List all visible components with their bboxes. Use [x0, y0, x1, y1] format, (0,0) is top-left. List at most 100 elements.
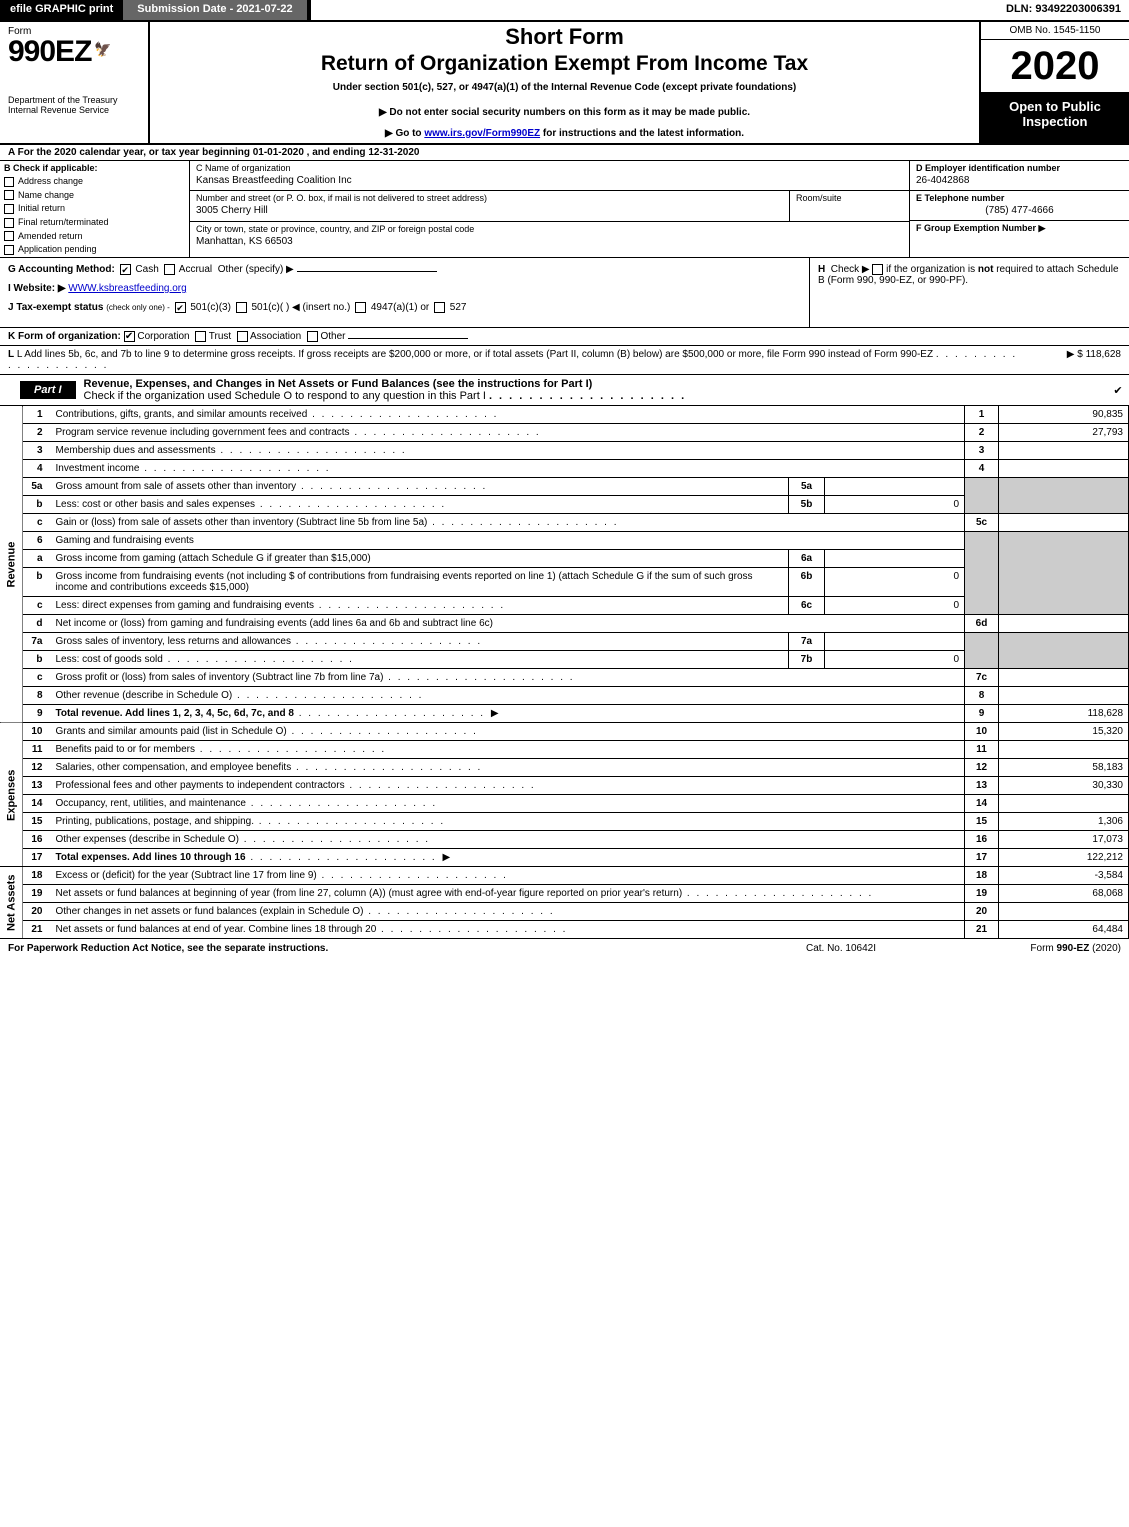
- line-desc: Gross income from gaming (attach Schedul…: [51, 550, 789, 568]
- g-other: Other (specify) ▶: [218, 264, 294, 275]
- checkbox-icon[interactable]: [4, 177, 14, 187]
- efile-label[interactable]: efile GRAPHIC print: [0, 0, 123, 20]
- d-grp-cell: F Group Exemption Number ▶: [910, 221, 1129, 255]
- d-ein-cell: D Employer identification number 26-4042…: [910, 161, 1129, 191]
- chk-corp[interactable]: ✔: [124, 331, 135, 342]
- line-20: 20 Other changes in net assets or fund b…: [0, 903, 1129, 921]
- l-amount: ▶ $ 118,628: [1021, 349, 1121, 371]
- chk-initial-return[interactable]: Initial return: [4, 203, 185, 214]
- chk-label: Address change: [18, 176, 83, 186]
- line-ref: 5c: [965, 514, 999, 532]
- short-form-title: Short Form: [156, 24, 973, 50]
- line-num: 18: [23, 867, 51, 885]
- part-tab: Part I: [20, 381, 76, 399]
- form-number: 990EZ: [8, 35, 91, 68]
- chk-amended-return[interactable]: Amended return: [4, 231, 185, 242]
- line-num: 13: [23, 777, 51, 795]
- c-name-cell: C Name of organization Kansas Breastfeed…: [190, 161, 909, 191]
- checkbox-icon[interactable]: [4, 245, 14, 255]
- checkbox-icon[interactable]: [4, 204, 14, 214]
- j-501c3: 501(c)(3): [190, 302, 231, 313]
- g-accrual: Accrual: [179, 264, 212, 275]
- l-row: L L Add lines 5b, 6c, and 7b to line 9 t…: [0, 346, 1129, 375]
- sub-ref: 5a: [789, 478, 825, 496]
- grey-cell: [965, 633, 999, 669]
- line-ref: 11: [965, 741, 999, 759]
- checkbox-icon[interactable]: [4, 231, 14, 241]
- c-addr-row: Number and street (or P. O. box, if mail…: [190, 191, 909, 222]
- chk-label: Amended return: [18, 231, 83, 241]
- line-num: b: [23, 496, 51, 514]
- sub-ref: 6b: [789, 568, 825, 597]
- line-11: 11 Benefits paid to or for members 11: [0, 741, 1129, 759]
- line-amt: 90,835: [999, 406, 1129, 424]
- line-desc: Gross amount from sale of assets other t…: [51, 478, 789, 496]
- line-5c: c Gain or (loss) from sale of assets oth…: [0, 514, 1129, 532]
- website-link[interactable]: WWW.ksbreastfeeding.org: [68, 283, 186, 294]
- line-desc: Net income or (loss) from gaming and fun…: [51, 615, 965, 633]
- form-header: Form 990EZ 🦅 Department of the Treasury …: [0, 22, 1129, 145]
- chk-schedule-b[interactable]: [872, 264, 883, 275]
- line-desc: Other revenue (describe in Schedule O): [51, 687, 965, 705]
- line-1: Revenue 1 Contributions, gifts, grants, …: [0, 406, 1129, 424]
- sub-ref: 6c: [789, 597, 825, 615]
- k-trust: Trust: [209, 331, 231, 342]
- line-amt: 64,484: [999, 921, 1129, 939]
- checkbox-icon[interactable]: [4, 190, 14, 200]
- line-ref: 10: [965, 723, 999, 741]
- checkbox-icon[interactable]: [4, 218, 14, 228]
- line-desc: Less: cost or other basis and sales expe…: [51, 496, 789, 514]
- line-amt: [999, 442, 1129, 460]
- omb-number: OMB No. 1545-1150: [981, 22, 1129, 40]
- line-amt: [999, 687, 1129, 705]
- chk-cash[interactable]: [120, 264, 131, 275]
- col-d: D Employer identification number 26-4042…: [909, 161, 1129, 257]
- line-14: 14 Occupancy, rent, utilities, and maint…: [0, 795, 1129, 813]
- chk-accrual[interactable]: [164, 264, 175, 275]
- line-amt: 68,068: [999, 885, 1129, 903]
- arrow-icon: [488, 708, 502, 719]
- org-name: Kansas Breastfeeding Coalition Inc: [196, 175, 903, 186]
- chk-trust[interactable]: [195, 331, 206, 342]
- line-ref: 13: [965, 777, 999, 795]
- under-section: Under section 501(c), 527, or 4947(a)(1)…: [156, 82, 973, 93]
- line-num: 20: [23, 903, 51, 921]
- sub-val: [825, 550, 965, 568]
- line-2: 2 Program service revenue including gove…: [0, 424, 1129, 442]
- line-3: 3 Membership dues and assessments 3: [0, 442, 1129, 460]
- chk-501c3[interactable]: [175, 302, 186, 313]
- line-desc: Gross profit or (loss) from sales of inv…: [51, 669, 965, 687]
- g-other-input[interactable]: [297, 271, 437, 272]
- line-desc: Program service revenue including govern…: [51, 424, 965, 442]
- line-ref: 21: [965, 921, 999, 939]
- part-check[interactable]: ✔: [1107, 384, 1129, 397]
- goto-line: ▶ Go to www.irs.gov/Form990EZ for instru…: [156, 128, 973, 139]
- g-accounting: G Accounting Method: Cash Accrual Other …: [8, 264, 801, 275]
- line-amt: [999, 615, 1129, 633]
- g-label: G Accounting Method:: [8, 264, 115, 275]
- chk-other[interactable]: [307, 331, 318, 342]
- chk-address-change[interactable]: Address change: [4, 176, 185, 187]
- line-ref: 7c: [965, 669, 999, 687]
- d-grp-label: F Group Exemption Number ▶: [916, 223, 1045, 233]
- irs-label: Internal Revenue Service: [8, 105, 144, 115]
- chk-application-pending[interactable]: Application pending: [4, 244, 185, 255]
- chk-527[interactable]: [434, 302, 445, 313]
- chk-assoc[interactable]: [237, 331, 248, 342]
- line-desc: Other changes in net assets or fund bala…: [51, 903, 965, 921]
- grey-cell: [999, 633, 1129, 669]
- k-corp: Corporation: [137, 331, 189, 342]
- chk-name-change[interactable]: Name change: [4, 190, 185, 201]
- l-text: L L Add lines 5b, 6c, and 7b to line 9 t…: [8, 349, 1021, 371]
- line-9: 9 Total revenue. Add lines 1, 2, 3, 4, 5…: [0, 705, 1129, 723]
- col-b: B Check if applicable: Address change Na…: [0, 161, 190, 257]
- chk-final-return[interactable]: Final return/terminated: [4, 217, 185, 228]
- line-desc: Salaries, other compensation, and employ…: [51, 759, 965, 777]
- side-netassets: Net Assets: [0, 867, 23, 939]
- line-5a: 5a Gross amount from sale of assets othe…: [0, 478, 1129, 496]
- irs-link[interactable]: www.irs.gov/Form990EZ: [424, 128, 540, 139]
- chk-4947[interactable]: [355, 302, 366, 313]
- k-other-input[interactable]: [348, 338, 468, 339]
- line-ref: 9: [965, 705, 999, 723]
- chk-501c[interactable]: [236, 302, 247, 313]
